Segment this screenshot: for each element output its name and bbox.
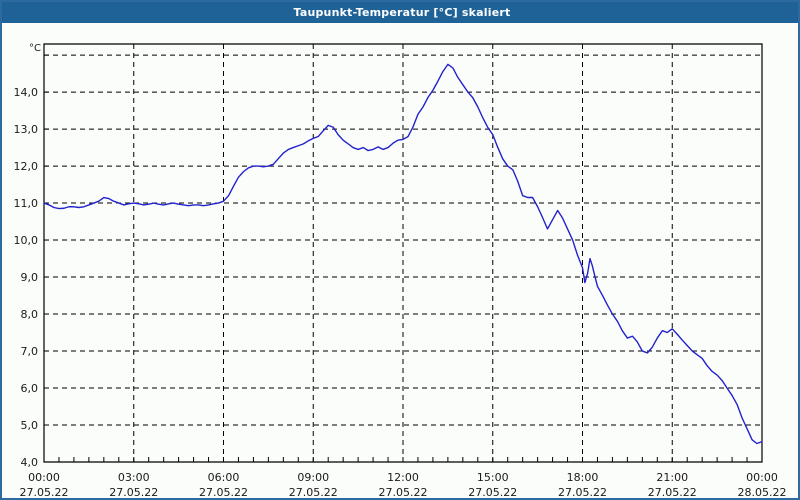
y-tick-label: 4,0 — [21, 456, 39, 469]
x-tick-time-label: 12:00 — [387, 471, 419, 484]
x-tick-time-label: 09:00 — [297, 471, 329, 484]
line-chart: 4,0 5,0 6,0 7,0 8,0 9,0 10,0 11,0 12,0 13,0 14,0 0… — [14, 43, 787, 498]
x-tick-date-label: 27.05.22 — [468, 486, 517, 498]
x-tick-date-label: 27.05.22 — [379, 486, 428, 498]
y-tick-label: 6,0 — [21, 382, 39, 395]
x-tick-time-label: 00:00 — [746, 471, 778, 484]
window-title-bar: Taupunkt-Temperatur [°C] skaliert — [2, 2, 798, 23]
x-tick-date-label: 27.05.22 — [20, 486, 69, 498]
y-axis-unit-label: °C — [29, 43, 41, 54]
x-tick-time-label: 00:00 — [28, 471, 60, 484]
y-tick-label: 10,0 — [14, 234, 39, 247]
y-tick-label: 5,0 — [21, 419, 39, 432]
x-axis-tick-labels: 00:00 27.05.22 03:00 27.05.22 06:00 27.05.22 0… — [20, 471, 787, 498]
y-axis-ticks — [44, 54, 49, 463]
x-tick-time-label: 03:00 — [118, 471, 150, 484]
x-tick-date-label: 27.05.22 — [289, 486, 338, 498]
x-tick-date-label: 28.05.22 — [738, 486, 787, 498]
y-tick-label: 9,0 — [21, 271, 39, 284]
x-tick-time-label: 15:00 — [477, 471, 509, 484]
temperature-series-line — [43, 63, 763, 445]
x-tick-time-label: 21:00 — [656, 471, 688, 484]
x-tick-date-label: 27.05.22 — [648, 486, 697, 498]
chart-plot-area: 4,0 5,0 6,0 7,0 8,0 9,0 10,0 11,0 12,0 13,0 14,0 0… — [2, 23, 798, 498]
x-tick-time-label: 18:00 — [567, 471, 599, 484]
x-tick-date-label: 27.05.22 — [109, 486, 158, 498]
horizontal-gridlines — [44, 54, 762, 426]
y-tick-label: 12,0 — [14, 160, 39, 173]
x-tick-date-label: 27.05.22 — [199, 486, 248, 498]
axis-frame — [43, 43, 763, 463]
y-tick-label: 11,0 — [14, 197, 39, 210]
y-tick-label: 7,0 — [21, 345, 39, 358]
y-tick-label: 14,0 — [14, 86, 39, 99]
x-axis-ticks — [43, 457, 763, 462]
vertical-gridlines — [133, 44, 673, 462]
y-tick-label: 8,0 — [21, 308, 39, 321]
page-title: Taupunkt-Temperatur [°C] skaliert — [293, 6, 511, 19]
x-tick-time-label: 06:00 — [208, 471, 240, 484]
y-tick-label: 13,0 — [14, 123, 39, 136]
x-tick-date-label: 27.05.22 — [558, 486, 607, 498]
y-axis-tick-labels: 4,0 5,0 6,0 7,0 8,0 9,0 10,0 11,0 12,0 13,0 14,0 — [14, 86, 39, 469]
